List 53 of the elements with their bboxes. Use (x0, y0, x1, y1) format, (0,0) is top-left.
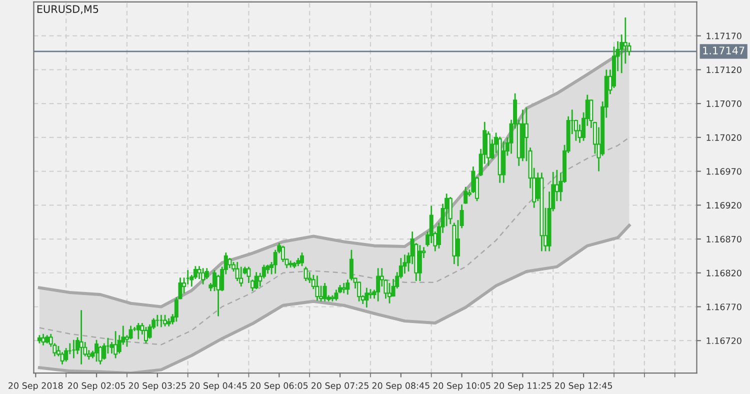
ref-line-label: 1.17147 (703, 46, 744, 54)
x-tick-label: 20 Sep 2018 (8, 382, 63, 391)
candlestick (448, 197, 452, 224)
candlestick (376, 268, 380, 302)
x-tick-label: 20 Sep 04:45 (190, 382, 247, 391)
candlestick (300, 252, 304, 266)
line-series (38, 46, 631, 308)
x-tick-label: 20 Sep 03:25 (128, 382, 186, 391)
candlestick (330, 295, 334, 302)
y-tick-label: 1.17120 (706, 66, 742, 74)
candlestick (349, 250, 354, 280)
candlestick (254, 272, 258, 290)
y-tick-label: 1.17070 (706, 100, 742, 108)
candlestick (41, 334, 46, 346)
chart-title: EURUSD,M5 (37, 5, 98, 14)
candlestick (322, 283, 327, 302)
candlestick (464, 186, 468, 204)
candlestick (79, 310, 84, 364)
y-tick-label: 1.16920 (706, 202, 742, 209)
candlestick (342, 283, 346, 294)
line-series (38, 136, 630, 346)
y-tick-label: 1.17170 (706, 32, 742, 40)
y-tick-label: 1.16870 (706, 236, 742, 242)
x-tick-label: 20 Sep 10:05 (433, 382, 490, 391)
candlestick (288, 260, 293, 268)
y-tick-label: 1.16720 (706, 337, 742, 344)
x-tick-label: 20 Sep 11:25 (494, 382, 552, 391)
y-tick-label: 1.17020 (706, 134, 742, 141)
x-tick-label: 20 Sep 02:05 (68, 382, 125, 391)
y-tick-label: 1.16970 (706, 168, 742, 175)
candlestick (94, 340, 99, 362)
x-tick-label: 20 Sep 07:25 (311, 382, 368, 391)
candlestick (114, 331, 118, 358)
y-tick-label: 1.16820 (706, 270, 742, 276)
candlestick (110, 342, 114, 354)
candlestick (364, 288, 369, 308)
candlestick (623, 18, 628, 64)
line-series (38, 224, 631, 374)
candlestick (304, 266, 308, 282)
candlestick (201, 268, 206, 284)
candlestick (502, 141, 506, 183)
x-tick-label: 20 Sep 08:45 (372, 382, 430, 391)
x-tick-label: 20 Sep 06:05 (250, 382, 308, 391)
candlestick (163, 314, 168, 326)
y-tick-label: 1.16770 (706, 304, 742, 310)
candlestick (144, 327, 148, 344)
candlestick (388, 283, 392, 304)
x-tick-label: 20 Sep 12:45 (554, 382, 612, 391)
candlestick (136, 322, 140, 340)
candlestick (418, 245, 422, 282)
candlestick (315, 276, 320, 301)
candlestick (346, 280, 350, 295)
candlestick (357, 282, 362, 302)
